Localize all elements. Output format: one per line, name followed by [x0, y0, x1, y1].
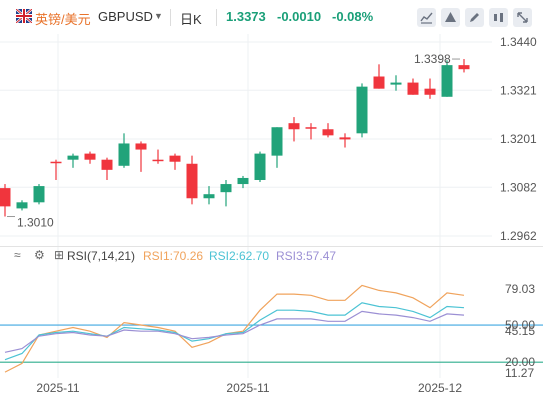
draw-tool-button[interactable] [417, 8, 436, 27]
candle-body [373, 76, 385, 89]
candle-body [16, 202, 28, 209]
compare-icon [494, 13, 503, 22]
symbol-name[interactable]: 英镑/美元 [35, 12, 91, 27]
price-change-percent: -0.08% [332, 9, 374, 24]
candle-body [84, 153, 96, 160]
rsi1-value: RSI1:70.26 [143, 249, 204, 263]
price-axis-label: 1.3321 [500, 83, 537, 97]
grid-icon[interactable]: ⊞ [54, 248, 65, 262]
price-change: -0.0010 [277, 9, 322, 24]
date-axis-label: 2025-12 [418, 381, 462, 395]
edit-icon [470, 13, 479, 22]
period-selector[interactable]: 日K [180, 12, 202, 27]
rsi-axis-label: 50.00 [505, 318, 535, 332]
draw-icon [420, 12, 433, 24]
date-axis-label: 2025-11 [36, 381, 79, 395]
candle-body [135, 143, 147, 150]
candle-body [101, 159, 113, 170]
rsi-title: RSI(7,14,21) [67, 249, 136, 263]
uk-flag-icon [16, 9, 32, 23]
candle-body [118, 143, 130, 166]
candle-body [152, 159, 164, 162]
candle-body [67, 155, 79, 160]
rsi-axis-label: 45.15 [505, 324, 535, 338]
price-axis-label: 1.3440 [500, 35, 537, 49]
candle-body [322, 129, 334, 136]
candle-body [305, 127, 317, 129]
candle-body [271, 127, 283, 156]
rsi-series-line [4, 310, 465, 353]
candle-body [186, 163, 198, 199]
last-price: 1.3373 [226, 9, 266, 24]
candle-body [220, 184, 232, 193]
edit-button[interactable] [465, 8, 484, 27]
candle-body [203, 194, 215, 199]
max-price-label: 1.3398 [414, 52, 451, 66]
rsi-axis-label: 20.00 [505, 355, 535, 369]
candle-body [237, 177, 249, 185]
rsi-series-line [4, 284, 465, 373]
rsi3-value: RSI3:57.47 [276, 249, 337, 263]
chart-header: 英镑/美元 GBPUSD ▼ 日K 1.3373 -0.0010 -0.08% [0, 0, 543, 34]
rsi-axis-label: 11.27 [505, 366, 534, 380]
candle-body [169, 155, 181, 162]
rsi-axis-label: 79.03 [505, 282, 535, 296]
alert-icon [445, 12, 456, 22]
candle-body [407, 82, 419, 95]
symbol-dropdown-icon[interactable]: ▼ [154, 11, 163, 21]
min-price-label: 1.3010 [17, 216, 54, 230]
header-divider [170, 9, 171, 26]
rsi-series-line [4, 302, 465, 361]
price-axis-label: 1.3201 [500, 132, 537, 146]
candle-body [339, 137, 351, 140]
compare-button[interactable] [489, 8, 508, 27]
candle-body [33, 186, 45, 203]
candle-body [288, 123, 300, 130]
panel-divider [0, 246, 543, 247]
rsi-legend: ≈ ⚙ ⊞ RSI(7,14,21) RSI1:70.26 RSI2:62.70… [0, 248, 543, 265]
collapse-icon[interactable]: ≈ [14, 248, 21, 262]
fullscreen-button[interactable] [513, 8, 532, 27]
candle-body [458, 65, 470, 70]
date-axis-label: 2025-11 [226, 381, 269, 395]
alert-button[interactable] [441, 8, 460, 27]
candle-body [390, 82, 402, 85]
candle-body [441, 65, 453, 97]
candle-body [254, 153, 266, 180]
fullscreen-icon [517, 12, 528, 23]
price-axis-label: 1.2962 [500, 229, 537, 243]
rsi2-value: RSI2:62.70 [209, 249, 270, 263]
candle-body [0, 188, 11, 207]
candle-body [424, 88, 436, 95]
symbol-code[interactable]: GBPUSD [98, 9, 153, 24]
candle-body [50, 161, 62, 164]
price-axis-label: 1.3082 [500, 180, 537, 194]
candle-body [356, 86, 368, 134]
header-divider [216, 9, 217, 26]
settings-icon[interactable]: ⚙ [34, 248, 45, 262]
